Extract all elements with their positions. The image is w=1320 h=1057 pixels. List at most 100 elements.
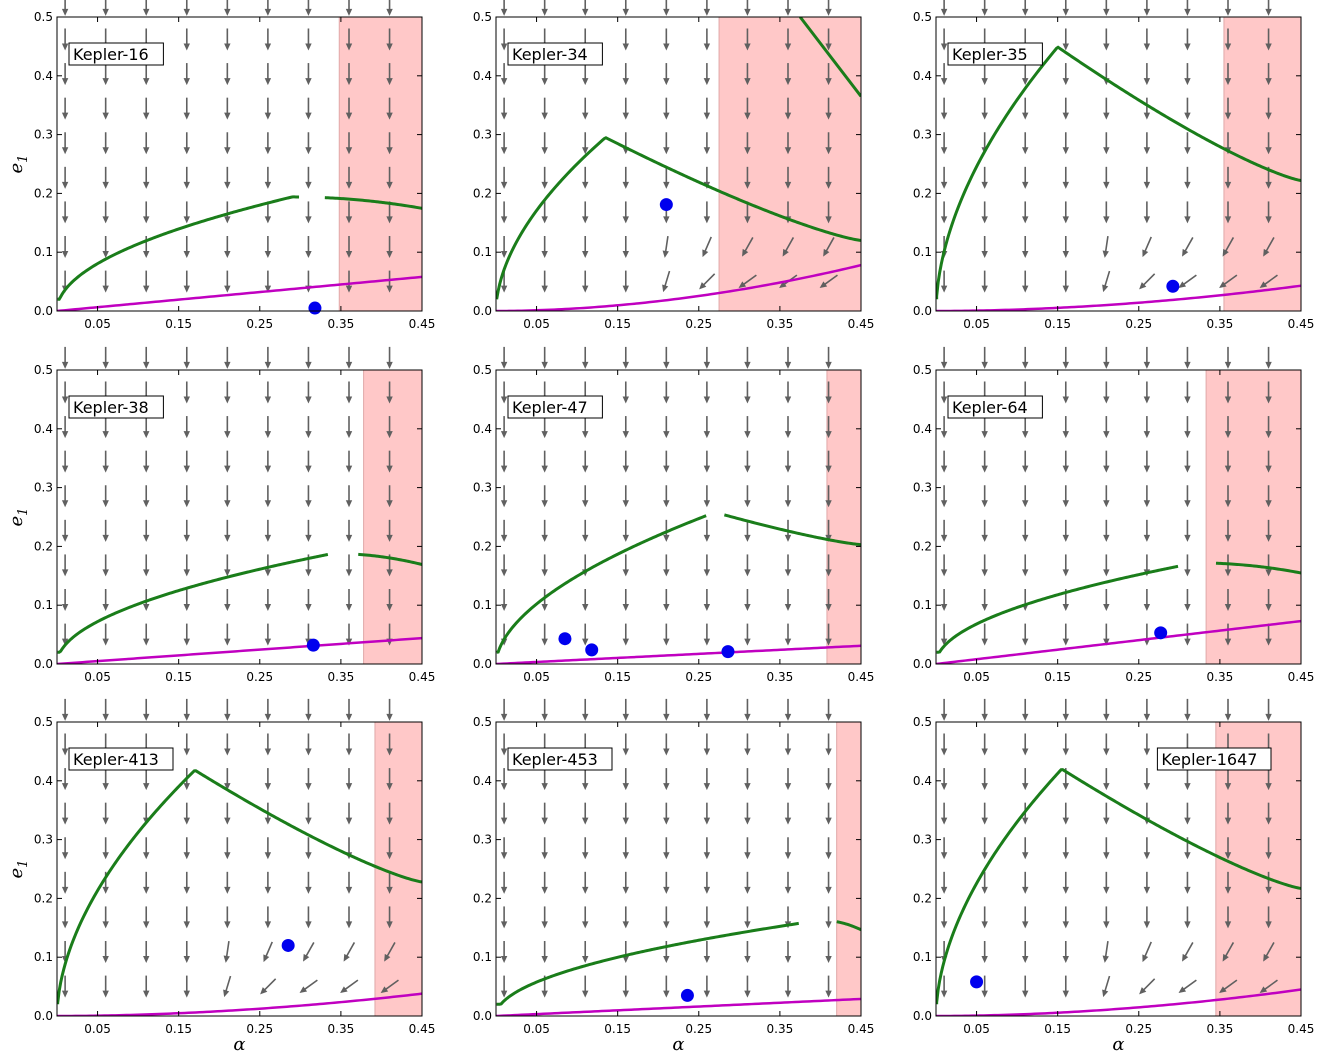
field-arrowhead bbox=[1022, 990, 1029, 998]
field-arrowhead bbox=[1103, 431, 1110, 439]
field-arrowhead bbox=[663, 500, 670, 508]
field-arrowhead bbox=[1224, 852, 1232, 860]
field-arrowhead bbox=[663, 990, 670, 998]
field-arrowhead bbox=[1062, 713, 1069, 721]
field-arrowhead bbox=[61, 713, 69, 721]
field-arrowhead bbox=[102, 956, 109, 964]
field-arrowhead bbox=[264, 78, 272, 86]
field-arrowhead bbox=[784, 465, 792, 473]
panel-title: Kepler-38 bbox=[73, 398, 149, 417]
y-axis-label-main: e bbox=[6, 163, 27, 174]
field-arrowhead bbox=[1102, 989, 1109, 998]
field-arrowhead bbox=[825, 43, 832, 51]
field-arrowhead bbox=[102, 78, 109, 86]
y-tick-label: 0.5 bbox=[34, 10, 53, 24]
field-arrowhead bbox=[102, 817, 109, 825]
y-axis-label-sub: 1 bbox=[16, 155, 31, 163]
field-arrowhead bbox=[582, 817, 589, 825]
panel-frame bbox=[56, 16, 423, 312]
y-tick-label: 0.0 bbox=[473, 304, 492, 318]
field-arrowhead bbox=[582, 500, 589, 508]
field-arrowhead bbox=[305, 112, 312, 120]
field-arrowhead bbox=[1102, 250, 1109, 258]
magenta-curve bbox=[936, 988, 1301, 1016]
field-arrowhead bbox=[981, 748, 988, 756]
field-arrowhead bbox=[1143, 431, 1151, 439]
planet-marker bbox=[1166, 279, 1180, 293]
field-arrowhead bbox=[1103, 43, 1110, 51]
field-arrowhead bbox=[102, 251, 109, 259]
y-axis-label-main: e bbox=[6, 868, 27, 879]
field-arrowhead bbox=[1184, 78, 1191, 86]
field-arrowhead bbox=[61, 569, 69, 577]
field-arrow bbox=[741, 274, 757, 287]
field-arrowhead bbox=[784, 990, 792, 998]
field-arrowhead bbox=[1265, 569, 1272, 577]
field-arrowhead bbox=[102, 112, 109, 120]
x-tick-label: 0.45 bbox=[1288, 1022, 1315, 1036]
field-arrowhead bbox=[305, 604, 312, 612]
field-arrowhead bbox=[541, 500, 548, 508]
field-arrowhead bbox=[940, 748, 948, 756]
field-arrowhead bbox=[582, 465, 589, 473]
field-arrowhead bbox=[744, 783, 751, 791]
field-arrowhead bbox=[582, 112, 589, 120]
field-arrowhead bbox=[1103, 713, 1110, 721]
panel-title: Kepler-413 bbox=[73, 750, 159, 769]
field-arrowhead bbox=[224, 112, 231, 120]
field-arrowhead bbox=[541, 8, 548, 16]
field-arrowhead bbox=[1224, 361, 1232, 369]
field-arrowhead bbox=[622, 396, 629, 404]
field-arrowhead bbox=[1184, 112, 1191, 120]
field-arrowhead bbox=[143, 181, 150, 189]
field-arrowhead bbox=[744, 852, 751, 860]
field-arrowhead bbox=[102, 713, 109, 721]
field-arrowhead bbox=[1224, 534, 1232, 542]
field-arrowhead bbox=[825, 431, 832, 439]
field-arrowhead bbox=[703, 713, 711, 721]
field-arrowhead bbox=[1265, 638, 1272, 646]
field-arrowhead bbox=[582, 638, 589, 646]
field-arrowhead bbox=[264, 216, 272, 224]
field-arrowhead bbox=[1103, 921, 1110, 929]
field-arrowhead bbox=[702, 249, 709, 258]
field-arrowhead bbox=[1224, 465, 1232, 473]
x-tick-label: 0.15 bbox=[604, 670, 631, 684]
field-arrowhead bbox=[744, 990, 751, 998]
field-arrowhead bbox=[61, 817, 69, 825]
field-arrowhead bbox=[744, 396, 751, 404]
field-arrowhead bbox=[1222, 953, 1229, 962]
green-curve bbox=[936, 45, 1301, 300]
field-arrowhead bbox=[541, 569, 548, 577]
x-tick-label: 0.35 bbox=[328, 670, 355, 684]
y-tick-label: 0.1 bbox=[473, 598, 492, 612]
panel-title-box bbox=[947, 395, 1043, 419]
field-arrowhead bbox=[345, 361, 353, 369]
field-arrowhead bbox=[1022, 8, 1029, 16]
planet-marker bbox=[659, 198, 673, 212]
field-arrowhead bbox=[264, 251, 272, 259]
field-arrowhead bbox=[663, 534, 670, 542]
x-axis-label: α bbox=[233, 1034, 245, 1055]
field-arrowhead bbox=[102, 181, 109, 189]
planet-marker bbox=[306, 638, 320, 652]
field-arrowhead bbox=[143, 112, 150, 120]
field-arrowhead bbox=[744, 817, 751, 825]
field-arrowhead bbox=[224, 638, 231, 646]
field-arrowhead bbox=[345, 783, 353, 791]
field-arrowhead bbox=[61, 112, 69, 120]
x-tick-label: 0.45 bbox=[409, 670, 436, 684]
field-arrowhead bbox=[224, 251, 231, 259]
y-tick-label: 0.4 bbox=[473, 422, 492, 436]
field-arrowhead bbox=[1142, 249, 1149, 258]
field-arrowhead bbox=[981, 8, 988, 16]
panel-title: Kepler-16 bbox=[73, 45, 149, 64]
field-arrowhead bbox=[61, 181, 69, 189]
field-arrowhead bbox=[1143, 748, 1151, 756]
field-arrowhead bbox=[981, 465, 988, 473]
field-arrowhead bbox=[386, 817, 393, 825]
x-tick-label: 0.35 bbox=[1207, 317, 1234, 331]
field-arrow bbox=[1183, 942, 1194, 959]
field-arrow bbox=[1103, 270, 1111, 289]
x-tick-label: 0.15 bbox=[165, 670, 192, 684]
